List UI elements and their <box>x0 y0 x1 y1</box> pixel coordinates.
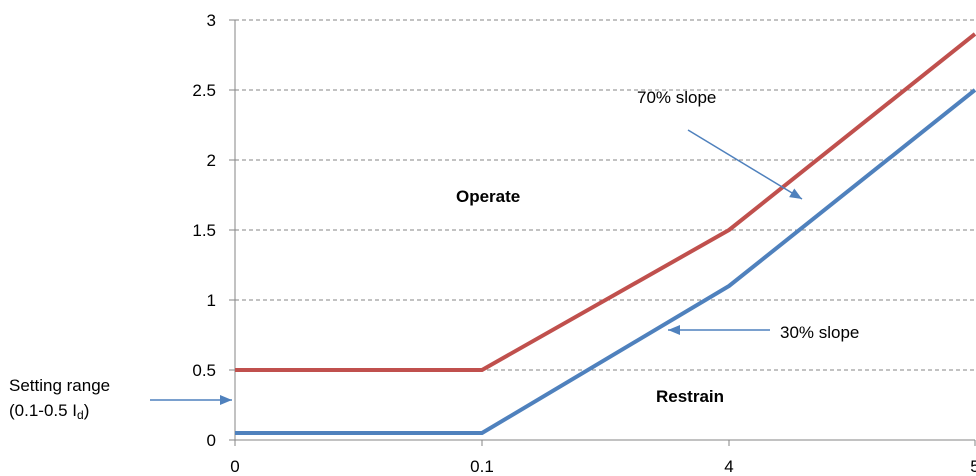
arrow-70-slope-head <box>789 188 802 199</box>
series-line-2 <box>235 88 976 435</box>
y-tick-label: 2 <box>207 151 216 170</box>
annotation-restrain: Restrain <box>656 387 724 406</box>
y-tick-label: 0.5 <box>192 361 216 380</box>
gridlines <box>235 19 975 371</box>
arrow-70-slope-shaft <box>687 129 803 200</box>
x-tick-labels: 0 0.1 4 5 <box>230 457 976 476</box>
setting-range-line1: Setting range <box>9 376 110 395</box>
y-tick-label: 0 <box>207 431 216 450</box>
y-tick-label: 3 <box>207 11 216 30</box>
y-tick-labels: 0 0.5 1 1.5 2 2.5 3 <box>192 11 216 450</box>
series-lines <box>235 32 976 435</box>
x-tick-label: 0 <box>230 457 239 476</box>
x-tick-label: 0.1 <box>470 457 494 476</box>
y-tick-label: 1.5 <box>192 221 216 240</box>
annotation-30-slope: 30% slope <box>780 323 859 342</box>
annotation-arrows <box>150 129 803 405</box>
x-tick-label: 4 <box>724 457 733 476</box>
annotation-70-slope: 70% slope <box>637 88 716 107</box>
axes <box>229 19 976 446</box>
arrow-setting-range-head <box>220 395 232 405</box>
x-tick-label: 5 <box>970 457 976 476</box>
y-tick-label: 2.5 <box>192 81 216 100</box>
setting-range-line2: (0.1-0.5 Id) <box>9 401 89 422</box>
annotation-operate: Operate <box>456 187 520 206</box>
series-line-1 <box>235 32 976 372</box>
y-tick-label: 1 <box>207 291 216 310</box>
arrow-30-slope-head <box>668 325 680 335</box>
